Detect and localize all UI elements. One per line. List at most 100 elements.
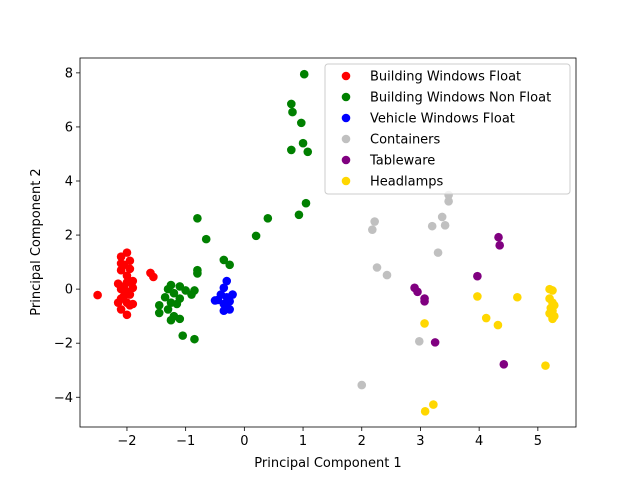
legend-marker (341, 155, 351, 165)
data-point-series-0 (122, 271, 132, 280)
data-point-series-4 (420, 296, 429, 306)
data-point-series-0 (116, 305, 126, 314)
x-axis-label: Principal Component 1 (254, 456, 401, 471)
data-point-series-4 (473, 271, 482, 281)
data-point-series-3 (368, 225, 377, 234)
data-point-series-1 (299, 69, 309, 79)
data-point-series-0 (116, 265, 126, 275)
data-point-series-5 (473, 292, 482, 301)
data-point-series-1 (178, 331, 188, 340)
data-point-series-0 (149, 272, 158, 282)
y-tick-label: −4 (54, 391, 73, 406)
data-point-series-1 (201, 234, 211, 244)
data-point-series-3 (357, 380, 367, 390)
data-point-series-0 (116, 259, 126, 268)
points-layer (93, 69, 559, 416)
data-point-series-0 (113, 279, 123, 289)
legend-label: Vehicle Windows Float (370, 112, 515, 127)
data-point-series-2 (225, 305, 234, 314)
legend-label: Containers (370, 133, 441, 148)
data-point-series-0 (119, 291, 129, 301)
y-tick-label: 2 (65, 229, 73, 244)
data-point-series-3 (414, 337, 424, 346)
data-point-series-0 (128, 283, 138, 293)
data-point-series-1 (287, 99, 296, 109)
y-tick-label: 0 (65, 283, 73, 298)
data-point-series-2 (219, 283, 229, 293)
data-point-series-1 (193, 214, 202, 223)
y-tick-label: 4 (65, 175, 73, 190)
data-point-series-3 (382, 270, 392, 280)
data-point-series-2 (216, 290, 226, 299)
legend: Building Windows Float Building Windows N… (324, 63, 571, 195)
data-point-series-0 (125, 264, 135, 274)
data-point-series-1 (298, 138, 308, 148)
legend-marker (341, 92, 351, 102)
data-point-series-0 (125, 256, 135, 266)
data-point-series-0 (122, 310, 132, 320)
data-point-series-1 (175, 314, 185, 324)
x-tick-label: 1 (299, 434, 307, 449)
data-point-series-4 (499, 359, 509, 369)
legend-marker (341, 176, 351, 186)
data-point-series-1 (193, 269, 202, 278)
data-point-series-5 (420, 407, 430, 416)
data-point-series-5 (541, 361, 550, 370)
y-axis: −4 −2 0 2 4 6 8 (54, 66, 80, 406)
y-tick-label: 8 (65, 66, 73, 81)
data-point-series-0 (122, 278, 132, 287)
data-point-series-1 (190, 334, 199, 344)
data-point-series-5 (429, 400, 438, 409)
y-axis-label: Principal Component 2 (29, 168, 44, 315)
data-point-series-5 (548, 314, 557, 324)
data-point-series-5 (513, 292, 522, 302)
data-point-series-1 (251, 231, 261, 241)
data-point-series-1 (219, 255, 229, 265)
data-point-series-0 (113, 298, 123, 307)
x-tick-label: 3 (416, 434, 424, 449)
x-tick-label: 4 (475, 434, 483, 449)
data-point-series-0 (122, 248, 132, 257)
data-point-series-1 (163, 305, 173, 314)
data-point-series-3 (370, 217, 379, 226)
data-point-series-1 (294, 210, 304, 220)
data-point-series-0 (93, 290, 102, 300)
data-point-series-1 (187, 290, 196, 299)
data-point-series-4 (413, 287, 422, 297)
data-point-series-5 (493, 320, 503, 330)
plot-frame (79, 57, 577, 428)
data-point-series-2 (222, 276, 232, 286)
x-tick-label: 0 (240, 434, 248, 449)
y-tick-label: −2 (54, 337, 73, 352)
x-tick-label: −1 (176, 434, 195, 449)
data-point-series-1 (172, 299, 182, 309)
x-axis: −2 −1 0 1 2 3 4 5 (117, 427, 542, 449)
data-point-series-1 (166, 315, 176, 325)
data-point-series-5 (420, 319, 429, 328)
data-point-series-1 (160, 292, 170, 302)
data-point-series-0 (128, 299, 138, 309)
data-point-series-1 (287, 145, 296, 155)
data-point-series-3 (372, 263, 382, 272)
legend-label: Building Windows Float (370, 70, 521, 85)
x-tick-label: 2 (358, 434, 366, 449)
data-point-series-1 (263, 214, 273, 223)
data-point-series-3 (433, 248, 443, 257)
data-point-series-1 (225, 260, 234, 270)
data-point-series-5 (548, 286, 557, 295)
legend-marker (341, 71, 351, 81)
x-tick-label: −2 (117, 434, 136, 449)
data-point-series-4 (495, 241, 504, 250)
data-point-series-3 (440, 221, 450, 230)
data-point-series-1 (301, 198, 311, 208)
data-point-series-1 (288, 107, 297, 117)
data-point-series-1 (169, 288, 179, 298)
data-point-series-5 (481, 313, 491, 323)
data-point-series-3 (437, 212, 447, 222)
data-point-series-1 (296, 118, 306, 128)
data-point-series-2 (210, 296, 220, 305)
legend-marker (341, 113, 351, 123)
data-point-series-1 (303, 147, 313, 157)
data-point-series-3 (444, 196, 453, 206)
